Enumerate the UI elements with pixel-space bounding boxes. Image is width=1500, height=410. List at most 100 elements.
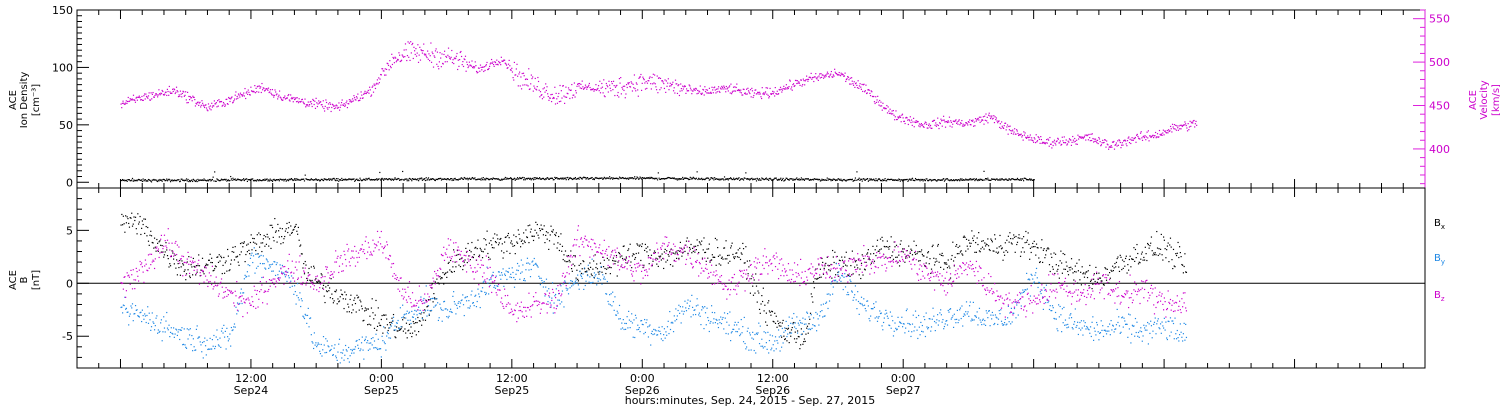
b-bx-point [682,252,684,254]
b-by-point [471,290,473,292]
velocity-point [474,66,476,68]
b-bx-point [417,316,419,319]
velocity-point [624,85,626,87]
velocity-point [768,95,771,98]
b-bx-point [284,235,286,238]
b-bx-point [349,298,351,301]
b-bx-point [151,241,153,244]
density-point [648,177,650,180]
density-point [856,171,858,173]
density-point [379,171,381,174]
velocity-point [481,69,483,71]
b-bx-point [667,253,669,256]
density-point [893,179,895,182]
density-point [973,178,975,180]
b-bx-point [357,296,360,298]
b-by-point [551,282,554,284]
b-bx-point [194,266,196,268]
b-bx-point [451,271,453,273]
b-bx-point [824,265,826,267]
density-point [539,177,541,179]
density-point [394,177,396,179]
b-bx-point [548,248,550,251]
b-bx-point [701,240,703,242]
density-point [681,178,683,180]
density-point [526,177,528,180]
velocity-point [834,68,836,70]
b-by-point [222,332,224,334]
velocity-point [527,85,529,87]
b-by-point [395,329,397,331]
b-bx-point [1163,239,1165,241]
velocity-point [627,82,629,84]
density-point [652,178,654,180]
density-point [895,179,897,181]
density-point [935,179,937,182]
b-bx-point [239,242,242,245]
density-point [150,181,153,183]
b-bx-point [163,256,165,258]
b-bx-point [959,245,961,247]
density-point [614,177,616,180]
velocity-point [355,96,358,98]
velocity-point [1150,136,1152,139]
b-bx-point [578,264,580,267]
density-point [716,178,718,180]
density-point [129,180,131,182]
b-bx-point [249,241,252,244]
b-by-point [144,313,146,315]
density-point [287,179,289,181]
density-point [456,179,458,181]
velocity-point [145,95,148,98]
density-point [472,176,474,179]
velocity-point [856,84,858,87]
b-bx-point [820,276,822,278]
b-by-point [496,285,498,287]
density-point [316,179,318,181]
velocity-point [672,81,674,83]
b-bx-point [253,237,255,240]
density-point [621,177,623,179]
velocity-point [1148,140,1150,142]
b-bx-point [287,227,290,229]
b-bx-point [1073,270,1076,273]
b-bx-point [1010,237,1012,240]
velocity-point [214,103,216,105]
velocity-point [1114,144,1116,146]
b-bx-point [379,324,381,326]
velocity-point [260,91,262,94]
velocity-point [575,92,577,94]
velocity-point [958,119,960,121]
b-bx-point [793,338,796,340]
density-point [451,179,453,182]
density-point [974,179,976,182]
velocity-point [1031,139,1033,141]
velocity-point [689,87,692,89]
density-point [234,178,236,180]
velocity-point [588,84,590,86]
b-by-point [360,348,362,350]
b-bx-point [477,239,479,241]
b-bx-point [180,266,182,268]
density-point [882,179,885,182]
b-bx-point [783,335,785,337]
velocity-point [620,76,622,79]
b-bx-point [122,224,124,226]
b-bx-point [876,239,879,241]
b-bx-point [1016,243,1018,246]
density-point [540,178,542,181]
velocity-point [1179,128,1181,130]
b-bx-point [1057,268,1059,270]
velocity-point [158,93,161,95]
density-point [704,178,706,181]
velocity-point [317,103,319,105]
b-bx-point [973,235,975,237]
top-left-axis-label-line2: Ion Density [19,72,30,129]
density-point [263,179,265,182]
velocity-point [251,90,253,92]
b-bx-point [328,287,331,289]
velocity-point [746,93,748,95]
b-bx-point [539,227,541,230]
density-point [150,180,152,182]
b-bx-point [866,253,868,255]
